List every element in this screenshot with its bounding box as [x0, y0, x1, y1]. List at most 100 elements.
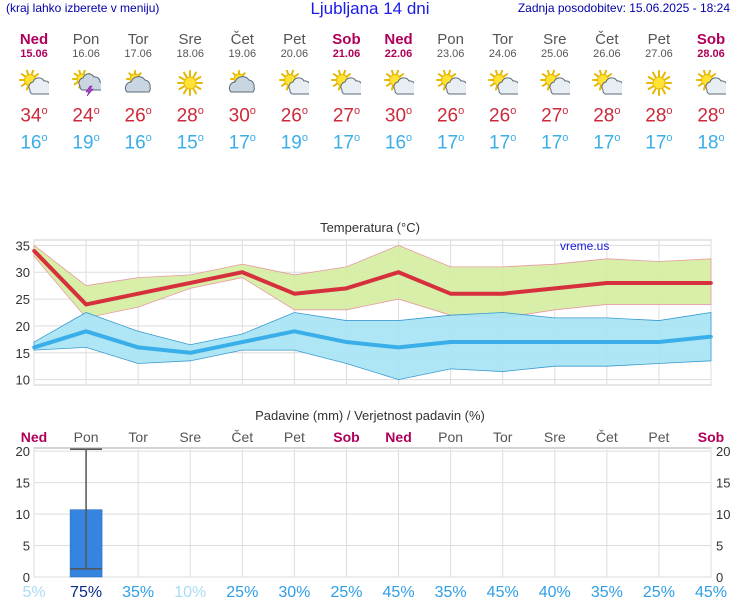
y-tick-label-right: 15	[716, 476, 730, 491]
day-column: Tor 24.06 26o 17o	[477, 32, 529, 155]
precipitation-probability: 25%	[643, 584, 675, 600]
degree-mark: o	[145, 132, 152, 145]
day-date: 27.06	[645, 48, 673, 60]
min-temperature: 18o	[685, 127, 737, 154]
day-column: Ned 15.06 34o 16o	[8, 32, 60, 155]
min-temperature-value: 17	[541, 132, 563, 154]
degree-mark: o	[249, 132, 256, 145]
precipitation-probability: 75%	[70, 584, 102, 600]
day-name: Ned	[384, 31, 413, 48]
partly-sunny-icon	[591, 70, 622, 95]
degree-mark: o	[93, 132, 100, 145]
degree-mark: o	[301, 132, 308, 145]
min-temperature-value: 18	[697, 132, 719, 154]
degree-mark: o	[614, 105, 621, 117]
max-temperature: 30o	[216, 100, 268, 127]
day-name: Pon	[72, 31, 100, 48]
max-data-point	[709, 281, 713, 285]
degree-mark: o	[458, 132, 465, 145]
y-tick-label: 35	[16, 238, 30, 253]
sun-cloud-storm-icon	[72, 70, 102, 96]
min-temperature: 17o	[529, 127, 581, 154]
min-data-point	[240, 340, 245, 344]
x-tick-label: Ned	[385, 429, 411, 445]
x-tick-label: Čet	[596, 429, 618, 445]
min-temperature: 17o	[581, 127, 633, 154]
min-temperature-value: 17	[489, 132, 511, 154]
min-data-point	[709, 334, 713, 339]
x-tick-label: Sob	[698, 429, 724, 445]
x-tick-label: Ned	[21, 429, 47, 445]
max-temperature: 27o	[529, 100, 581, 127]
temperature-chart: Temperatura (°C) 10 15 20 25 30 35 vreme.us	[16, 220, 713, 388]
max-data-point	[552, 286, 557, 291]
day-name: Tor	[492, 31, 514, 48]
y-tick-label-right: 5	[716, 539, 723, 554]
degree-mark: o	[301, 105, 308, 117]
y-tick-label-left: 15	[16, 476, 30, 491]
precipitation-probability: 5%	[22, 584, 45, 600]
degree-mark: o	[666, 105, 673, 117]
day-name: Čet	[595, 31, 619, 48]
x-tick-label: Čet	[231, 429, 253, 445]
partly-sunny-icon	[696, 70, 726, 95]
max-temperature-value: 28	[593, 105, 615, 127]
max-temperature: 26o	[425, 100, 477, 127]
y-tick-label: 10	[16, 373, 30, 388]
min-temperature: 16o	[8, 127, 60, 154]
x-tick-label: Tor	[128, 429, 148, 445]
max-data-point	[448, 291, 453, 296]
page-title: Ljubljana 14 dni	[310, 0, 430, 18]
min-data-point	[657, 340, 661, 344]
min-temperature-value: 16	[20, 132, 42, 154]
day-date: 24.06	[488, 48, 517, 60]
max-temperature-value: 26	[436, 105, 459, 127]
y-tick-label-right: 0	[716, 570, 723, 585]
day-date: 25.06	[541, 48, 569, 60]
chart-title: Temperatura (°C)	[320, 220, 420, 235]
y-tick-label-left: 20	[16, 444, 30, 459]
day-column: Sob 28.06 28o 18o	[685, 32, 737, 155]
min-temperature: 17o	[425, 127, 477, 154]
day-column: Pon 23.06 26o 17o	[425, 32, 477, 155]
degree-mark: o	[41, 105, 48, 117]
degree-mark: o	[93, 105, 100, 117]
max-temperature: 24o	[60, 100, 112, 127]
day-name: Pet	[283, 31, 306, 48]
min-data-point	[344, 340, 349, 344]
x-tick-label: Sob	[333, 429, 359, 445]
partly-sunny-icon	[331, 70, 362, 95]
min-temperature-value: 15	[176, 132, 198, 154]
degree-mark: o	[510, 105, 517, 117]
y-tick-label: 25	[16, 292, 30, 307]
day-column: Sre 18.06 28o 15o	[164, 32, 216, 155]
y-tick-label: 30	[16, 265, 30, 280]
min-temperature-value: 17	[436, 132, 459, 154]
degree-mark: o	[458, 105, 465, 117]
min-temperature: 15o	[164, 127, 216, 154]
degree-mark: o	[562, 105, 569, 117]
y-tick-label-right: 20	[716, 444, 730, 459]
degree-mark: o	[666, 132, 673, 145]
degree-mark: o	[614, 132, 621, 145]
min-data-point	[32, 345, 36, 350]
min-data-point	[396, 345, 401, 350]
min-data-point	[552, 340, 557, 344]
day-column: Čet 19.06 30o 17o	[216, 32, 268, 155]
day-date: 16.06	[72, 48, 100, 60]
day-date: 23.06	[436, 48, 465, 60]
sunny-icon	[645, 70, 672, 96]
max-data-point	[32, 248, 36, 253]
max-data-point	[657, 281, 661, 285]
y-tick-label: 15	[16, 346, 30, 361]
x-tick-label: Pon	[74, 429, 99, 445]
location-menu-hint[interactable]: (kraj lahko izberete v meniju)	[6, 1, 160, 15]
degree-mark: o	[353, 132, 361, 145]
day-column: Sre 25.06 27o 17o	[529, 32, 581, 155]
precipitation-probability: 25%	[330, 584, 362, 600]
max-temperature: 30o	[373, 100, 425, 127]
precipitation-probability: 35%	[122, 584, 154, 600]
precipitation-probability: 35%	[435, 584, 467, 600]
max-data-point	[136, 291, 140, 296]
cloudy-sun-icon	[125, 70, 151, 93]
